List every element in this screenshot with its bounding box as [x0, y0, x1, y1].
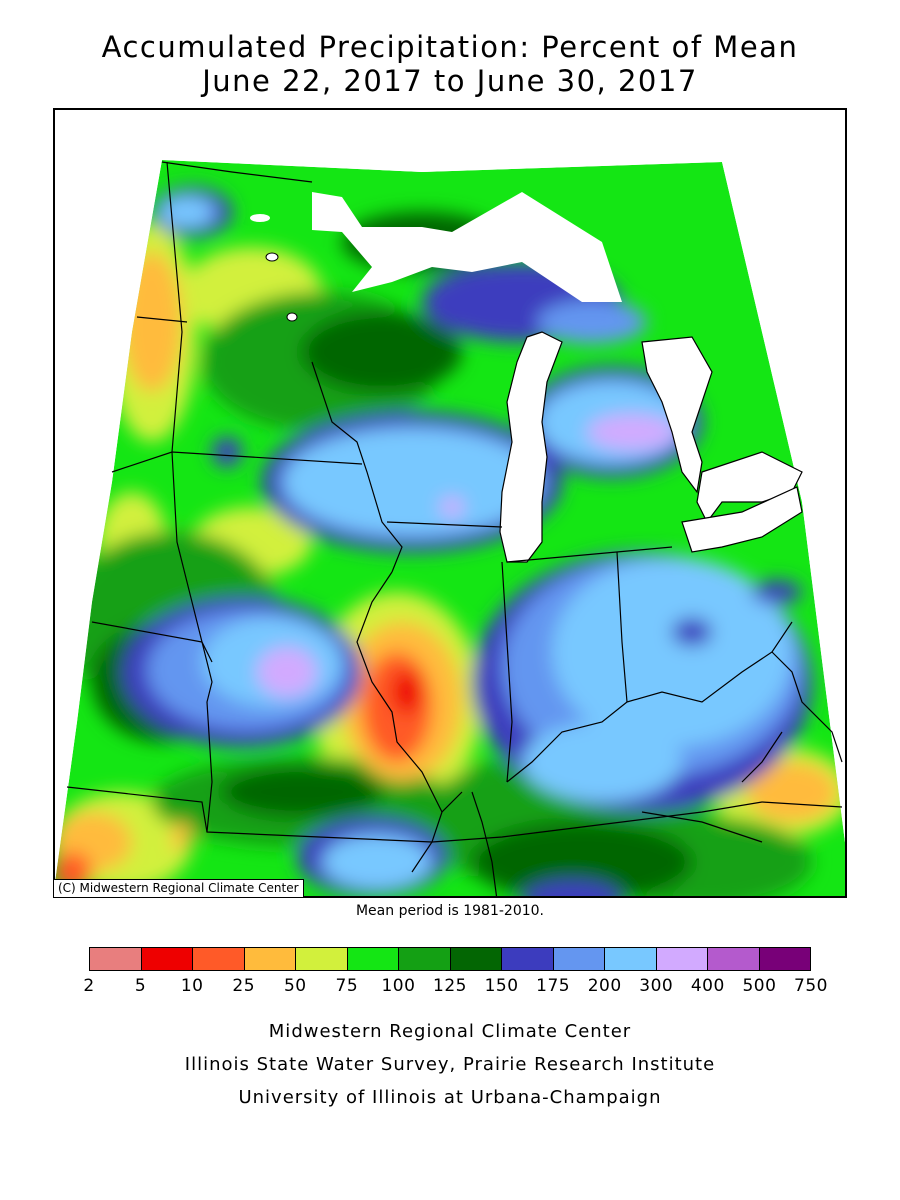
legend-swatch — [502, 948, 554, 970]
lake-huron — [641, 336, 713, 494]
precipitation-map — [53, 108, 847, 898]
legend-tick-label: 100 — [381, 976, 416, 996]
legend-swatch — [759, 948, 810, 970]
legend-tick-label: 10 — [180, 976, 204, 996]
map-date-range: June 22, 2017 to June 30, 2017 — [202, 64, 698, 98]
legend-tick-label: 300 — [639, 976, 674, 996]
legend-swatch — [296, 948, 348, 970]
legend-swatch — [656, 948, 708, 970]
legend-tick-label: 125 — [433, 976, 467, 996]
legend-swatch — [399, 948, 451, 970]
legend-tick-label: 75 — [335, 976, 359, 996]
legend-swatch — [193, 948, 245, 970]
copyright-notice: (C) Midwestern Regional Climate Center — [54, 879, 304, 897]
legend-tick-label: 500 — [742, 976, 777, 996]
lake-michigan — [499, 331, 563, 563]
legend-tick-label: 50 — [283, 976, 307, 996]
legend-tick-label: 400 — [690, 976, 725, 996]
legend-swatch — [141, 948, 193, 970]
legend-tick-label: 2 — [83, 976, 95, 996]
legend-tick-label: 150 — [484, 976, 519, 996]
credit-organization: Midwestern Regional Climate Center — [268, 1021, 632, 1042]
red-lake — [250, 214, 270, 222]
color-scale-bar — [89, 947, 811, 971]
legend-tick-label: 200 — [587, 976, 622, 996]
precipitation-field — [55, 160, 845, 896]
legend-swatch — [90, 948, 142, 970]
lake-of-the-woods — [265, 252, 279, 262]
legend-swatch — [347, 948, 399, 970]
credit-survey: Illinois State Water Survey, Prairie Res… — [184, 1054, 716, 1075]
mean-period-note: Mean period is 1981-2010. — [355, 903, 545, 919]
mille-lacs — [286, 312, 298, 322]
credit-university: University of Illinois at Urbana-Champai… — [238, 1087, 662, 1108]
outside-domain — [55, 110, 845, 882]
legend-tick-label: 750 — [794, 976, 828, 996]
legend-tick-label: 25 — [232, 976, 256, 996]
legend-swatch — [553, 948, 605, 970]
lake-huron-east — [696, 451, 803, 524]
legend-tick-label: 5 — [134, 976, 147, 996]
legend-swatch — [450, 948, 502, 970]
color-scale-labels: 2 5 10 25 50 75 100 125 150 175 200 300 400 500 750 — [0, 976, 900, 996]
legend-swatch — [244, 948, 296, 970]
lake-erie — [681, 486, 803, 553]
legend-swatch — [605, 948, 657, 970]
lake-superior — [312, 192, 622, 302]
state-borders — [66, 161, 843, 896]
legend-tick-label: 175 — [536, 976, 571, 996]
map-title: Accumulated Precipitation: Percent of Me… — [101, 30, 799, 64]
map-canvas — [55, 110, 845, 896]
legend-swatch — [708, 948, 760, 970]
